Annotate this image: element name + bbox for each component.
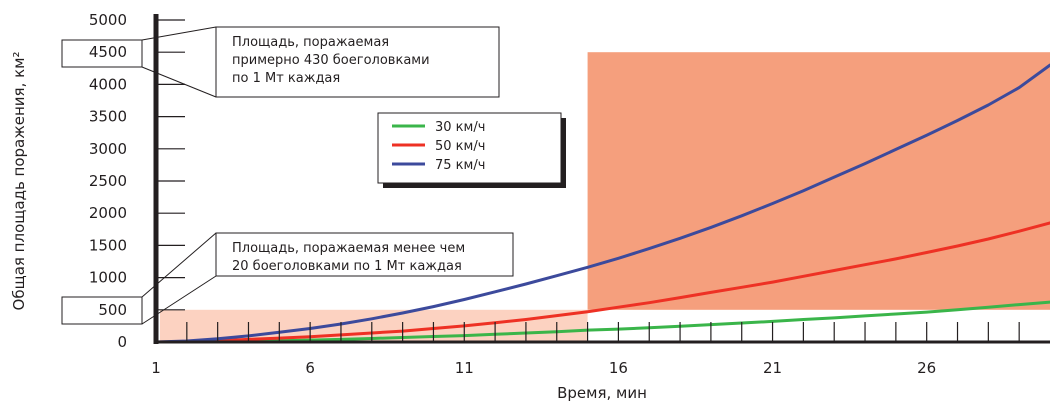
series-line-2 [154,221,1050,344]
x-tick-label: 16 [609,359,628,377]
x-tick-label: 26 [917,359,936,377]
x-tick-label: 6 [305,359,315,377]
legend-label-2: 50 км/ч [435,139,485,154]
annotation-text-line: Площадь, поражаемая [232,35,389,50]
annotation-text-line: 20 боеголовками по 1 Мт каждая [232,259,462,274]
y-tick-label: 2500 [89,172,127,190]
legend-label-3: 75 км/ч [435,158,485,173]
annotation-text-line: примерно 430 боеголовками [232,53,430,68]
annotation-connector [141,26,217,41]
annotation-connector [141,66,217,98]
y-tick-label: 1000 [89,269,127,287]
series-line-1 [154,300,1050,344]
y-tick-label: 5000 [89,11,127,29]
y-tick-label: 1500 [89,236,127,254]
annotation-value-box-2 [61,296,143,325]
x-axis-title: Время, мин [557,384,647,402]
y-tick-label: 3000 [89,140,127,158]
annotation-connector [141,232,217,298]
x-tick-label: 1 [151,359,161,377]
annotation-callout-box-1 [215,26,500,98]
series-line-3 [154,63,1050,344]
y-tick-label: 0 [117,333,127,351]
annotation-callout-box-2 [215,232,514,277]
shaded-region-2 [587,52,1050,310]
annotation-text-line: по 1 Мт каждая [232,71,340,86]
annotation-text-line: Площадь, поражаемая менее чем [232,241,465,256]
y-tick-label: 500 [98,301,127,319]
x-tick-label: 21 [763,359,782,377]
x-tick-label: 11 [455,359,474,377]
annotation-value-box-1 [61,39,143,68]
y-axis-title: Общая площадь поражения, км² [10,52,28,311]
annotation-connector [141,275,217,325]
y-tick-label: 4000 [89,75,127,93]
y-tick-label: 4500 [89,43,127,61]
legend-label-1: 30 км/ч [435,120,485,135]
y-tick-label: 2000 [89,204,127,222]
y-tick-label: 3500 [89,108,127,126]
